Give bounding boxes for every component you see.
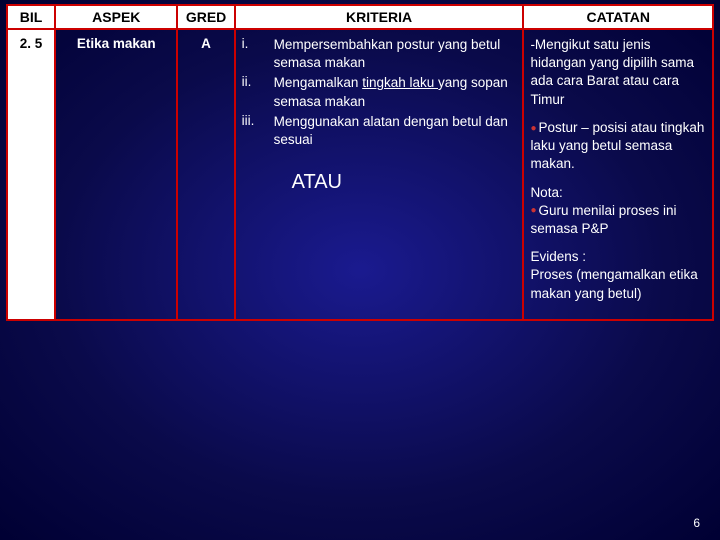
kriteria-list: i. Mempersembahkan postur yang betul sem… xyxy=(242,36,517,149)
kriteria-text: Mengamalkan tingkah laku yang sopan sema… xyxy=(274,74,517,110)
atau-label: ATAU xyxy=(292,171,517,194)
kriteria-num: ii. xyxy=(242,74,272,89)
kriteria-text-part: Mengamalkan xyxy=(274,75,363,90)
cell-bil: 2. 5 xyxy=(7,29,55,320)
kriteria-text-underline: tingkah laku xyxy=(362,75,438,90)
catatan-nota: Nota: Guru menilai proses ini semasa P&P xyxy=(530,184,706,239)
nota-label: Nota: xyxy=(530,185,562,200)
kriteria-text: Menggunakan alatan dengan betul dan sesu… xyxy=(274,113,517,149)
catatan-p2-text: Postur – posisi atau tingkah laku yang b… xyxy=(530,120,704,171)
header-kriteria: KRITERIA xyxy=(235,5,524,29)
slide: BIL ASPEK GRED KRITERIA CATATAN 2. 5 Eti… xyxy=(0,0,720,325)
header-aspek: ASPEK xyxy=(55,5,177,29)
evidens-text: Proses (mengamalkan etika makan yang bet… xyxy=(530,267,697,300)
cell-kriteria: i. Mempersembahkan postur yang betul sem… xyxy=(235,29,524,320)
page-number: 6 xyxy=(693,516,700,530)
cell-gred: A xyxy=(177,29,234,320)
rubric-table: BIL ASPEK GRED KRITERIA CATATAN 2. 5 Eti… xyxy=(6,4,714,321)
nota-text: Guru menilai proses ini semasa P&P xyxy=(530,203,676,236)
kriteria-num: i. xyxy=(242,36,272,51)
table-row: 2. 5 Etika makan A i. Mempersembahkan po… xyxy=(7,29,713,320)
catatan-p2: Postur – posisi atau tingkah laku yang b… xyxy=(530,119,706,174)
kriteria-num: iii. xyxy=(242,113,272,128)
header-bil: BIL xyxy=(7,5,55,29)
evidens-label: Evidens : xyxy=(530,249,586,264)
header-gred: GRED xyxy=(177,5,234,29)
kriteria-item: ii. Mengamalkan tingkah laku yang sopan … xyxy=(242,74,517,110)
catatan-p1: -Mengikut satu jenis hidangan yang dipil… xyxy=(530,36,706,109)
header-catatan: CATATAN xyxy=(523,5,713,29)
kriteria-item: i. Mempersembahkan postur yang betul sem… xyxy=(242,36,517,72)
cell-aspek: Etika makan xyxy=(55,29,177,320)
kriteria-item: iii. Menggunakan alatan dengan betul dan… xyxy=(242,113,517,149)
cell-catatan: -Mengikut satu jenis hidangan yang dipil… xyxy=(523,29,713,320)
kriteria-text: Mempersembahkan postur yang betul semasa… xyxy=(274,36,517,72)
header-row: BIL ASPEK GRED KRITERIA CATATAN xyxy=(7,5,713,29)
catatan-evidens: Evidens : Proses (mengamalkan etika maka… xyxy=(530,248,706,303)
